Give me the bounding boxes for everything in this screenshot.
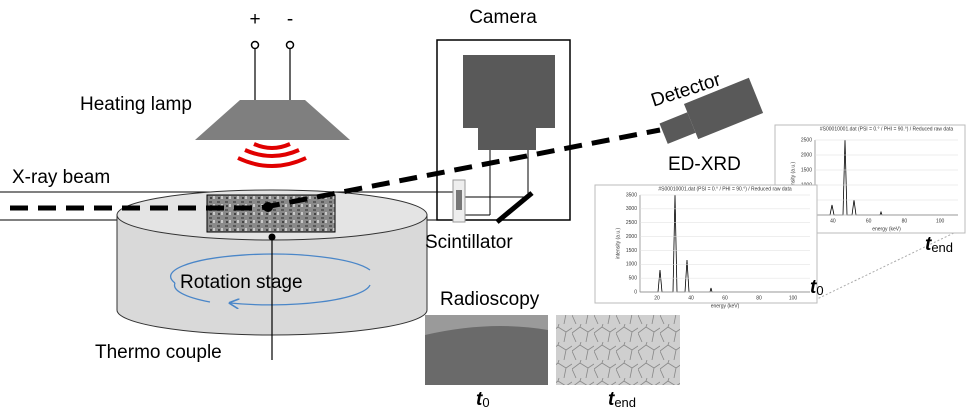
spectrum-y-label: intensity (a.u.) [790,161,796,193]
spectrum-y-tick: 1000 [626,262,637,268]
t0-spectrum-label: t0 [810,277,824,298]
minus-label: - [287,9,293,30]
ed-xrd-label: ED-XRD [668,154,741,175]
xray-beam-label: X-ray beam [12,167,110,188]
radioscopy-label: Radioscopy [440,289,540,310]
spectrum-t0: #S00010001.dat (PSI = 0.° / PHI = 90.°) … [594,184,818,309]
heating-lamp: + - Heating lamp [80,9,350,168]
spectrum-y-tick: 2500 [801,137,812,143]
spectrum-x-tick: 80 [756,295,762,301]
spectrum-y-tick: 3000 [626,206,637,212]
spectrum-x-label: energy (keV) [872,226,901,232]
heating-lamp-label: Heating lamp [80,94,192,115]
spectrum-y-tick: 500 [629,275,638,281]
spectrum-x-tick: 80 [902,218,908,224]
thermo-couple-label: Thermo couple [95,342,222,363]
spectrum-y-tick: 1500 [626,248,637,254]
spectrum-y-tick: 2000 [626,234,637,240]
spectrum-y-tick: 3500 [626,192,637,198]
scintillator-label: Scintillator [425,232,513,253]
spectrum-title: #S00010001.dat (PSI = 0.° / PHI = 90.°) … [658,186,791,192]
spectrum-y-label: intensity (a.u.) [615,227,621,259]
tend-radioscopy-label: tend [608,389,636,410]
spectrum-y-tick: 2500 [626,220,637,226]
plus-label: + [249,9,260,30]
spectrum-x-tick: 100 [789,295,798,301]
spectrum-x-tick: 40 [688,295,694,301]
detector: Detector ED-XRD [649,69,764,175]
camera-label: Camera [469,7,537,28]
spectrum-y-tick: 2000 [801,152,812,158]
t0-radioscopy-label: t0 [476,389,490,410]
tend-spectrum-label: tend [925,234,953,255]
spectrum-x-tick: 60 [866,218,872,224]
spectrum-y-tick: 1500 [801,167,812,173]
rotation-stage: Rotation stage Thermo couple [95,189,428,363]
spectrum-x-tick: 20 [654,295,660,301]
camera: Camera Scintillator [425,7,571,253]
spectrum-x-tick: 40 [830,218,836,224]
spectrum-x-label: energy (keV) [711,303,740,309]
spectrum-x-tick: 100 [936,218,945,224]
rotation-stage-label: Rotation stage [180,272,303,293]
spectrum-y-tick: 0 [634,289,637,295]
spectrum-x-tick: 60 [722,295,728,301]
spectrum-title: #S00010001.dat (PSI = 0.° / PHI = 90.°) … [820,126,953,132]
